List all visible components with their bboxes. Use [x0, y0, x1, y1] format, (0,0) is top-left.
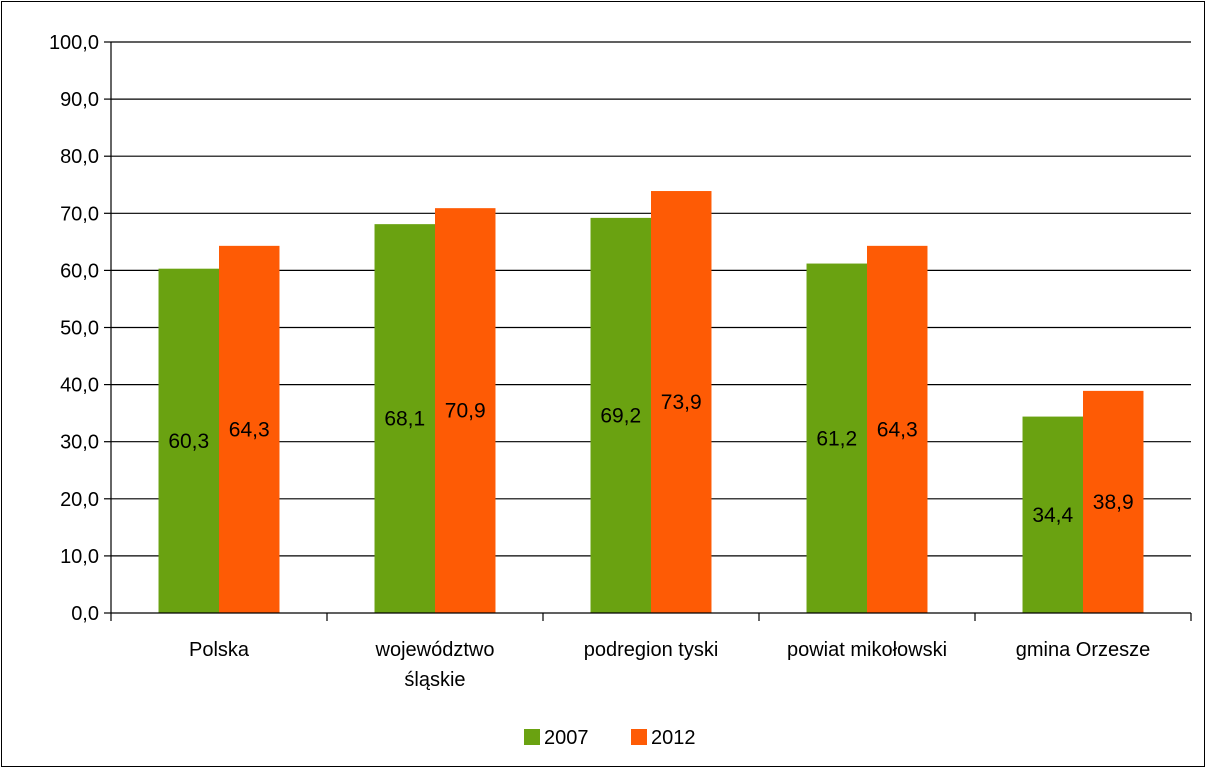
category-label: powiat mikołowski [787, 639, 947, 661]
bar-2012 [1083, 390, 1144, 613]
bar-2012 [219, 245, 280, 614]
y-tick-label: 20,0 [60, 489, 99, 511]
bar-2012 [867, 245, 928, 614]
bar-2007 [806, 263, 867, 613]
data-label: 68,1 [384, 408, 425, 431]
y-tick-label: 60,0 [60, 260, 99, 282]
data-label: 34,4 [1032, 504, 1073, 527]
axes [104, 41, 1192, 621]
y-tick-label: 70,0 [60, 203, 99, 225]
legend-label: 2012 [651, 727, 696, 749]
bar-2012 [651, 191, 712, 613]
y-tick-label: 40,0 [60, 375, 99, 397]
legend-swatch-2007 [524, 729, 540, 745]
bar-2007 [374, 224, 435, 614]
legend-swatch-2012 [631, 729, 647, 745]
bar-2012 [435, 208, 496, 613]
y-tick-label: 0,0 [71, 603, 99, 625]
data-label: 64,3 [229, 418, 270, 441]
y-tick-label: 50,0 [60, 318, 99, 340]
category-label: województwo [375, 639, 495, 661]
category-label: podregion tyski [584, 639, 719, 661]
data-label: 60,3 [168, 430, 209, 453]
bar-2007 [158, 268, 219, 613]
data-label: 38,9 [1093, 491, 1134, 514]
bar-2007 [590, 217, 651, 614]
gridlines [111, 41, 1191, 557]
category-label: gmina Orzesze [1016, 639, 1151, 661]
legend: 2007 2012 [524, 727, 696, 749]
y-tick-label: 30,0 [60, 432, 99, 454]
labels: 0,0 10,0 20,0 30,0 40,0 50,0 60,0 70,0 80,0 90,0 1… [49, 32, 1150, 691]
y-tick-label: 90,0 [60, 89, 99, 111]
data-label: 61,2 [816, 427, 857, 450]
category-label: Polska [189, 639, 250, 661]
bars [158, 191, 1144, 614]
y-tick-label: 100,0 [49, 32, 99, 54]
legend-label: 2007 [544, 727, 589, 749]
bar-2007 [1022, 416, 1083, 613]
data-label: 73,9 [661, 391, 702, 414]
category-label: śląskie [404, 669, 465, 691]
data-label: 69,2 [600, 404, 641, 427]
y-tick-label: 80,0 [60, 146, 99, 168]
data-label: 64,3 [877, 418, 918, 441]
data-label: 70,9 [445, 400, 486, 423]
y-tick-label: 10,0 [60, 546, 99, 568]
